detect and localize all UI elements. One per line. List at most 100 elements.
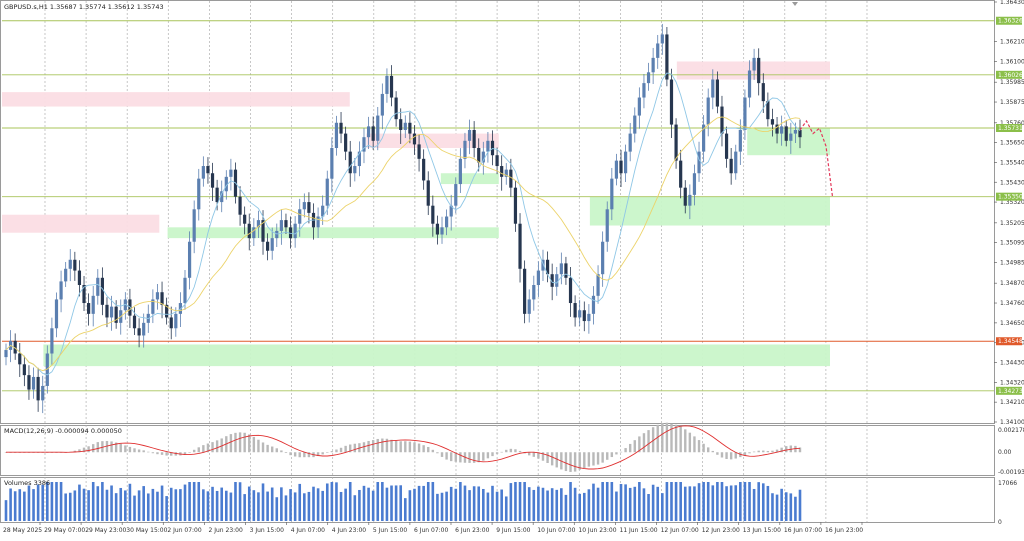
macd-bar [160,452,164,455]
volume-bar [771,493,774,521]
bear-candle [399,119,403,130]
macd-bar [362,442,366,453]
bull-candle [747,70,752,98]
macd-bar [651,427,655,453]
macd-bar [729,452,733,460]
volume-bar [596,487,600,521]
bear-candle [160,292,164,305]
macd-label: MACD(12,26,9) -0.000094 0.000050 [4,427,122,435]
bull-candle [527,299,531,314]
bull-candle [651,57,655,73]
macd-bar [674,424,678,453]
macd-bar [174,452,178,456]
macd-bar [220,438,223,453]
macd-bar [697,440,701,453]
volume-bar [605,482,609,521]
volume-bar [87,490,90,521]
time-label: 9 Jun 15:00 [496,527,530,534]
bear-candle [247,223,251,239]
macd-bar [293,452,297,457]
bear-candle [422,158,426,181]
macd-bar [707,447,710,453]
macd-bar [472,452,476,463]
volume-bar [601,482,604,521]
macd-bar [344,445,347,453]
macd-bar [482,452,485,461]
bull-candle [596,274,600,296]
bull-candle [4,349,8,358]
bull-candle [279,220,283,231]
macd-bar [289,452,292,456]
macd-scale-label: -0.001936 [998,469,1024,476]
volume-bar [610,482,614,521]
time-label: 28 May 2025 [3,527,42,534]
macd-bar [702,443,705,453]
volume-bar [156,491,159,521]
bear-candle [371,126,375,141]
time-label: 5 Jun 15:00 [373,527,407,534]
macd-bar [82,447,86,453]
bull-candle [752,57,756,71]
volume-bar [555,489,559,521]
bear-candle [284,220,288,228]
macd-bar [78,449,81,453]
volume-bar [59,482,63,521]
macd-bar [624,448,627,453]
macd-bar [335,449,338,453]
time-label: 6 Jun 23:00 [455,527,489,534]
volume-bar [422,485,425,521]
volume-bar [647,493,650,521]
macd-bar [170,452,173,456]
bull-candle [142,322,146,336]
volume-bar [243,494,246,521]
volume-bar [449,486,453,521]
volume-bar [55,482,58,521]
volume-bar [693,486,696,521]
volume-bar [247,486,251,521]
bear-candle [431,205,435,224]
macd-bar [270,446,274,453]
chart-shift-marker[interactable] [792,2,798,6]
time-label: 4 Jun 07:00 [291,527,325,534]
volume-bar [688,486,692,521]
price-tick-label: 1.35985 [1000,79,1024,86]
volume-bar [748,482,751,521]
bear-candle [82,285,86,304]
macd-bar [229,434,233,453]
volume-bar [775,494,779,521]
bull-candle [376,115,380,141]
macd-bar [284,452,288,454]
bear-candle [798,129,802,138]
volume-bar [679,482,682,521]
bear-candle [564,263,568,278]
macd-bar [399,441,402,453]
macd-bar [615,452,618,455]
level-badge-label: 1.36026 [998,72,1023,79]
volume-bar [573,487,577,521]
price-tick-label: 1.34760 [1000,300,1024,307]
volume-bar [46,482,49,521]
bull-candle [610,178,614,210]
time-label: 4 Jun 23:00 [332,527,366,534]
macd-bar [509,448,513,453]
price-tick-label: 1.35875 [1000,99,1024,106]
time-label: 13 Jun 15:00 [743,527,781,534]
macd-bar [794,445,797,453]
bear-candle [784,126,788,141]
bull-candle [151,299,155,314]
bull-candle [362,137,366,152]
macd-bar [371,440,375,453]
volume-bar [633,486,637,521]
bull-candle [555,274,559,287]
price-tick-label: 1.35540 [1000,159,1024,166]
bull-candle [41,385,45,401]
volume-bar [174,489,178,521]
volume-bar [133,495,136,521]
volume-bar [18,489,22,521]
macd-bar [771,450,774,453]
volume-bar [142,486,145,521]
bear-candle [669,79,674,125]
bear-candle [165,304,169,318]
bull-candle [316,216,320,228]
